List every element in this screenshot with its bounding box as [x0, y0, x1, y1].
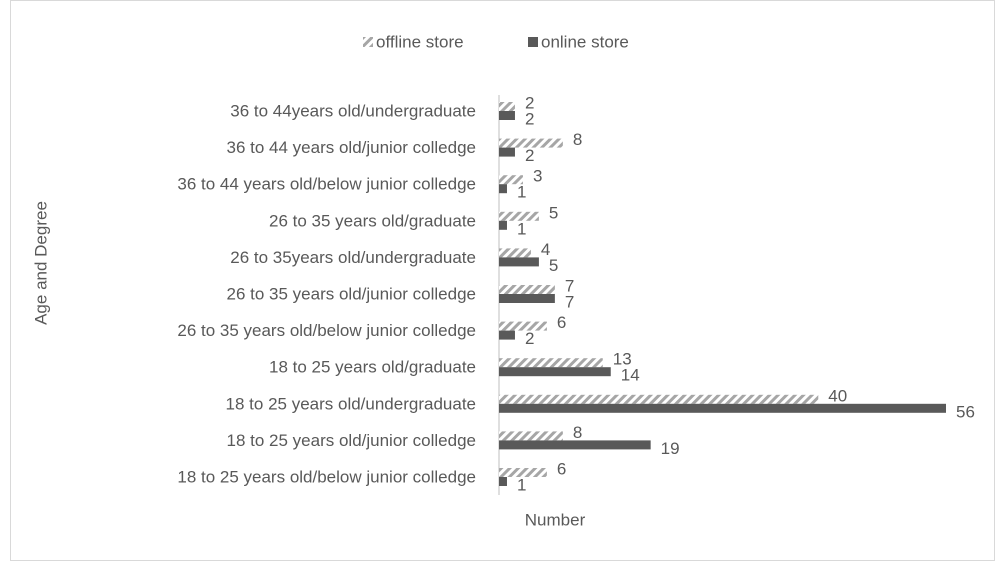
- data-label: 1: [517, 219, 526, 238]
- bar: [499, 321, 547, 331]
- data-label: 8: [573, 130, 582, 149]
- data-label: 40: [828, 386, 847, 405]
- y-tick-label: 36 to 44years old/undergraduate: [230, 101, 476, 120]
- data-label: 7: [565, 292, 574, 311]
- x-axis-title: Number: [525, 510, 586, 529]
- bar: [499, 403, 946, 413]
- data-label: 56: [956, 402, 975, 421]
- y-tick-label: 26 to 35 years old/junior colledge: [227, 284, 477, 303]
- data-label: 3: [533, 167, 542, 186]
- data-label: 14: [621, 366, 640, 385]
- bar: [499, 477, 507, 486]
- bar: [499, 111, 515, 120]
- legend-label: offline store: [376, 32, 464, 51]
- data-label: 2: [525, 329, 534, 348]
- legend-swatch: [363, 37, 373, 47]
- bar: [499, 102, 515, 111]
- chart-border: [10, 0, 995, 561]
- y-tick-label: 26 to 35years old/undergraduate: [230, 248, 476, 267]
- bar: [499, 330, 515, 340]
- bar: [499, 211, 539, 221]
- data-label: 2: [525, 109, 534, 128]
- y-tick-label: 26 to 35 years old/below junior colledge: [177, 321, 476, 340]
- bar: [499, 147, 515, 157]
- data-label: 8: [573, 423, 582, 442]
- bar: [499, 220, 507, 230]
- bar: [499, 394, 819, 404]
- data-label: 2: [525, 146, 534, 165]
- y-tick-label: 26 to 35 years old/graduate: [269, 211, 476, 230]
- data-label: 1: [517, 183, 526, 202]
- bar: [499, 358, 603, 368]
- bar: [499, 431, 563, 441]
- data-label: 19: [661, 439, 680, 458]
- data-label: 7: [565, 276, 574, 295]
- bar: [499, 138, 563, 148]
- y-tick-label: 36 to 44 years old/junior colledge: [227, 138, 477, 157]
- y-axis-title: Age and Degree: [31, 201, 50, 325]
- legend-swatch: [528, 37, 538, 47]
- y-tick-label: 36 to 44 years old/below junior colledge: [177, 175, 476, 194]
- data-label: 13: [613, 350, 632, 369]
- bar: [499, 468, 547, 477]
- data-label: 5: [549, 203, 558, 222]
- legend-label: online store: [541, 32, 629, 51]
- y-tick-label: 18 to 25 years old/below junior colledge: [177, 467, 476, 486]
- data-label: 6: [557, 313, 566, 332]
- bar: [499, 184, 507, 194]
- y-tick-label: 18 to 25 years old/graduate: [269, 358, 476, 377]
- bar: [499, 175, 523, 185]
- y-tick-label: 18 to 25 years old/junior colledge: [227, 431, 477, 450]
- bar: [499, 294, 555, 303]
- data-label: 2: [525, 93, 534, 112]
- bar: [499, 285, 555, 294]
- data-label: 5: [549, 256, 558, 275]
- data-label: 4: [541, 240, 550, 259]
- data-label: 1: [517, 475, 526, 494]
- y-tick-label: 18 to 25 years old/undergraduate: [226, 394, 476, 413]
- bar: [499, 248, 531, 258]
- bar: [499, 257, 539, 267]
- bar: [499, 367, 611, 377]
- bar: [499, 440, 651, 450]
- data-label: 6: [557, 459, 566, 478]
